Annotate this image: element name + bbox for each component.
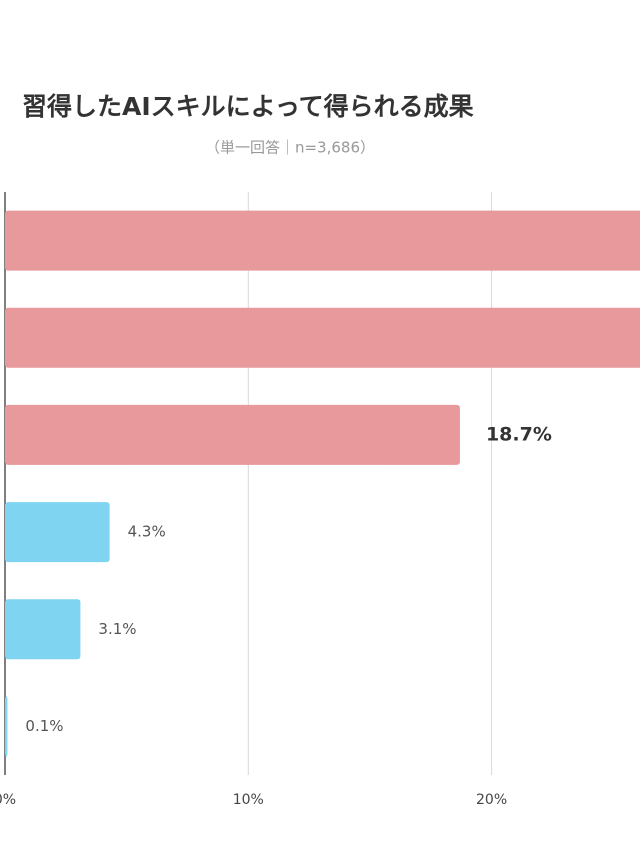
- x-tick-label: 20%: [476, 792, 507, 808]
- bar: [5, 404, 460, 465]
- x-tick-label: 10%: [233, 792, 264, 808]
- bar: [5, 307, 640, 368]
- value-label: 18.7%: [486, 423, 552, 445]
- chart-subtitle: （単一回答｜n=3,686）: [205, 139, 375, 157]
- value-label: 0.1%: [25, 717, 63, 735]
- chart-title: 習得したAIスキルによって得られる成果: [22, 92, 474, 121]
- bar: [5, 599, 81, 660]
- bar: [5, 502, 110, 563]
- x-tick-label: 0%: [0, 792, 16, 808]
- bar: [5, 210, 640, 271]
- value-label: 3.1%: [98, 620, 136, 638]
- bar: [5, 696, 8, 757]
- value-label: 4.3%: [128, 523, 166, 541]
